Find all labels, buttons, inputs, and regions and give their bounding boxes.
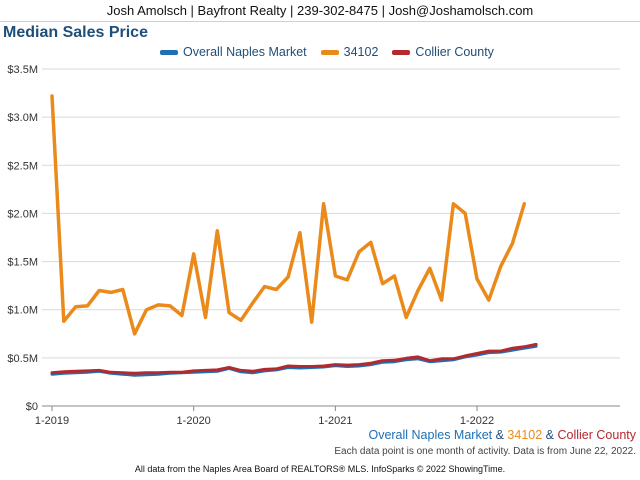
series-line-collier-county: [50, 342, 538, 375]
x-tick-label: 1-2021: [318, 415, 352, 427]
x-tick-label: 1-2022: [460, 415, 494, 427]
footer-legend-34102: 34102: [507, 428, 543, 442]
y-tick-label: $2.0M: [7, 208, 38, 220]
y-tick-label: $0.5M: [7, 353, 38, 365]
legend-label-34102: 34102: [343, 45, 379, 59]
legend-label-collier: Collier County: [415, 45, 494, 59]
header-bar: Josh Amolsch | Bayfront Realty | 239-302…: [0, 0, 640, 22]
footer-legend-overall: Overall Naples Market: [368, 428, 493, 442]
y-tick-label: $1.0M: [7, 305, 38, 317]
series-line-overall-naples-market: [50, 344, 538, 377]
legend-item-overall[interactable]: Overall Naples Market: [160, 45, 307, 59]
footer-legend: Overall Naples Market & 34102 & Collier …: [368, 428, 636, 442]
y-tick-label: $1.5M: [7, 257, 38, 269]
y-tick-label: $0: [26, 401, 38, 413]
y-tick-label: $3.5M: [7, 64, 38, 76]
chart-title: Median Sales Price: [3, 24, 148, 41]
footer-legend-collier: Collier County: [557, 428, 636, 442]
legend-swatch-overall: [160, 49, 178, 55]
y-tick-label: $2.5M: [7, 160, 38, 172]
x-tick-label: 1-2019: [35, 415, 69, 427]
header-contact-text: Josh Amolsch | Bayfront Realty | 239-302…: [106, 3, 534, 18]
legend-item-collier[interactable]: Collier County: [392, 45, 494, 59]
series-line-34102: [50, 94, 527, 336]
legend-swatch-collier: [392, 49, 411, 55]
legend-swatch-34102: [320, 49, 339, 55]
legend-item-34102[interactable]: 34102: [320, 45, 379, 59]
x-tick-label: 1-2020: [177, 415, 211, 427]
footer-note: Each data point is one month of activity…: [334, 446, 636, 457]
footer-source: All data from the Naples Area Board of R…: [134, 464, 506, 474]
legend-label-overall: Overall Naples Market: [183, 45, 307, 59]
footer-legend-sep1: &: [492, 428, 508, 442]
chart-legend: Overall Naples Market 34102 Collier Coun…: [160, 45, 494, 59]
footer-legend-sep2: &: [542, 428, 558, 442]
y-tick-label: $3.0M: [7, 112, 38, 124]
